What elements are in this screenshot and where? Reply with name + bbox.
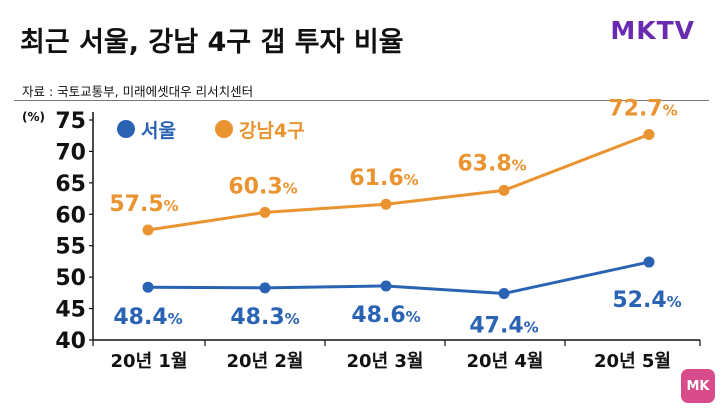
title-divider [14, 100, 709, 101]
data-point [142, 224, 154, 236]
mk-badge: MK [681, 369, 715, 403]
data-label: 47.4% [469, 313, 538, 338]
data-label: 48.4% [113, 305, 182, 330]
chart-title: 최근 서울, 강남 4구 갭 투자 비율 [20, 27, 404, 58]
legend-marker [215, 120, 233, 138]
brand-logo: MKTV [610, 16, 695, 45]
x-tick-label: 20년 1월 [111, 351, 188, 372]
x-tick-label: 20년 5월 [594, 351, 671, 372]
data-label: 48.3% [230, 305, 299, 330]
y-unit-label: (%) [22, 110, 45, 124]
y-tick-label: 75 [55, 109, 86, 134]
data-label: 52.4% [612, 288, 681, 313]
data-point [259, 282, 271, 294]
data-point [643, 128, 655, 140]
data-point [498, 184, 510, 196]
legend-label: 강남4구 [239, 120, 305, 142]
data-label: 63.8% [457, 151, 526, 176]
source-note: 자료 : 국토교통부, 미래에셋대우 리서치센터 [22, 84, 254, 99]
y-tick-label: 50 [55, 266, 86, 291]
x-tick-label: 20년 2월 [227, 351, 304, 372]
y-tick-label: 55 [55, 235, 86, 260]
data-point [259, 206, 271, 218]
data-point [380, 280, 392, 292]
y-tick-label: 60 [55, 203, 86, 228]
data-point [380, 198, 392, 210]
data-point [498, 287, 510, 299]
y-tick-label: 65 [55, 172, 86, 197]
data-point [643, 256, 655, 268]
series-line-서울 [147, 260, 650, 295]
x-tick-label: 20년 3월 [347, 351, 424, 372]
y-tick-label: 40 [55, 329, 86, 354]
data-point [142, 281, 154, 293]
legend-marker [117, 120, 135, 138]
data-label: 57.5% [109, 192, 178, 217]
data-label: 72.7% [608, 96, 677, 121]
data-label: 48.6% [351, 303, 420, 328]
y-tick-label: 70 [55, 140, 86, 165]
y-tick-label: 45 [55, 298, 86, 323]
data-label: 61.6% [349, 166, 418, 191]
data-label: 60.3% [228, 174, 297, 199]
legend-label: 서울 [141, 120, 176, 142]
x-tick-label: 20년 4월 [467, 351, 544, 372]
